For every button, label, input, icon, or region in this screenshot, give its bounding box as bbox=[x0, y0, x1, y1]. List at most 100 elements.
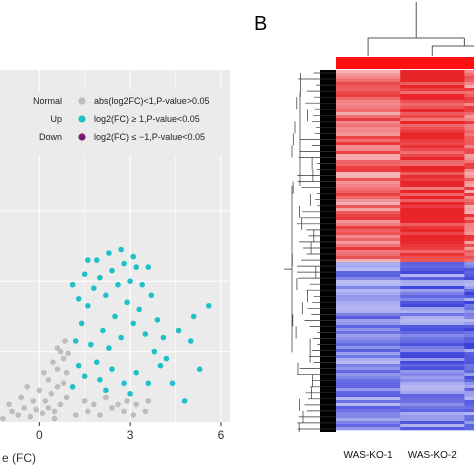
heatmap-cell bbox=[400, 325, 465, 329]
heatmap-cell bbox=[400, 124, 465, 128]
heatmap-cell bbox=[464, 310, 474, 314]
point-up bbox=[142, 331, 149, 337]
heatmap-cell bbox=[464, 247, 474, 251]
heatmap-cell bbox=[400, 139, 465, 143]
heatmap-cell bbox=[336, 115, 401, 119]
point-normal bbox=[45, 405, 52, 411]
heatmap-cell bbox=[336, 274, 401, 278]
heatmap-cell bbox=[400, 130, 465, 134]
heatmap-cell bbox=[400, 310, 465, 314]
legend-background bbox=[0, 90, 230, 156]
heatmap-cell bbox=[336, 223, 401, 227]
heatmap-cell bbox=[400, 400, 465, 404]
legend-label-normal: abs(log2FC)<1,P-value>0.05 bbox=[94, 96, 210, 106]
heatmap-cell bbox=[464, 187, 474, 191]
heatmap-cell bbox=[336, 298, 401, 302]
heatmap-cell bbox=[400, 313, 465, 317]
heatmap-cell bbox=[464, 418, 474, 422]
heatmap-cell bbox=[336, 406, 401, 410]
heatmap-cell bbox=[336, 349, 401, 353]
heatmap-cell bbox=[400, 316, 465, 320]
heatmap-cell bbox=[400, 175, 465, 179]
heatmap-cell bbox=[400, 235, 465, 239]
column-dendrogram-branches bbox=[367, 2, 474, 56]
volcano-points bbox=[0, 246, 212, 422]
heatmap-cell bbox=[336, 418, 401, 422]
heatmap-cell bbox=[336, 205, 401, 209]
heatmap-cell bbox=[464, 340, 474, 344]
heatmap-cell bbox=[336, 283, 401, 287]
heatmap-cell bbox=[336, 238, 401, 242]
heatmap-cell bbox=[464, 103, 474, 107]
heatmap-cell bbox=[336, 217, 401, 221]
heatmap-cell bbox=[336, 391, 401, 395]
heatmap-cell bbox=[400, 232, 465, 236]
heatmap-cell bbox=[464, 226, 474, 230]
heatmap-cell bbox=[400, 427, 465, 431]
heatmap-cell bbox=[400, 301, 465, 305]
heatmap-cell bbox=[336, 259, 401, 263]
heatmap-cell bbox=[336, 121, 401, 125]
heatmap-cell bbox=[464, 124, 474, 128]
heatmap-cell bbox=[400, 100, 465, 104]
point-up bbox=[115, 281, 121, 288]
point-normal bbox=[36, 387, 43, 394]
point-normal bbox=[121, 408, 127, 415]
point-up bbox=[175, 327, 182, 334]
heatmap-cell bbox=[336, 148, 401, 152]
heatmap-cell bbox=[400, 193, 465, 197]
heatmap-cell bbox=[336, 232, 401, 236]
heatmap-cell bbox=[400, 223, 465, 227]
heatmap-cell bbox=[400, 358, 465, 362]
point-normal bbox=[54, 384, 61, 390]
heatmap-cell bbox=[336, 289, 401, 293]
heatmap-cell bbox=[464, 76, 474, 80]
point-normal bbox=[72, 412, 79, 418]
heatmap-cell bbox=[464, 106, 474, 110]
heatmap-cell bbox=[400, 172, 465, 176]
heatmap-cell bbox=[464, 334, 474, 338]
point-normal bbox=[18, 394, 25, 401]
heatmap-cell bbox=[336, 202, 401, 206]
heatmap-cell bbox=[336, 169, 401, 173]
heatmap-cell bbox=[336, 172, 401, 176]
heatmap-cell bbox=[464, 409, 474, 413]
heatmap-cell bbox=[336, 133, 401, 137]
point-up bbox=[69, 281, 76, 288]
heatmap-cell bbox=[400, 190, 465, 194]
heatmap-cell bbox=[464, 370, 474, 374]
point-normal bbox=[109, 405, 115, 411]
heatmap-cell bbox=[464, 121, 474, 125]
heatmap-cell bbox=[464, 169, 474, 173]
heatmap-cell bbox=[400, 226, 465, 230]
heatmap-cell bbox=[464, 229, 474, 233]
point-up bbox=[136, 306, 142, 313]
heatmap-cell bbox=[336, 352, 401, 356]
heatmap-cell bbox=[336, 385, 401, 389]
heatmap-cell bbox=[400, 109, 465, 113]
heatmap-cell bbox=[464, 283, 474, 287]
heatmap-cell bbox=[464, 400, 474, 404]
heatmap-cell bbox=[336, 409, 401, 413]
heatmap-cell bbox=[464, 190, 474, 194]
heatmap-cell bbox=[464, 325, 474, 329]
heatmap-cell bbox=[464, 193, 474, 197]
heatmap-cell bbox=[336, 370, 401, 374]
heatmap-cell bbox=[400, 292, 465, 296]
heatmap-cell bbox=[336, 388, 401, 392]
point-up bbox=[103, 292, 109, 299]
heatmap-cell bbox=[336, 82, 401, 86]
heatmap-cell bbox=[400, 340, 465, 344]
heatmap-cell bbox=[464, 199, 474, 203]
point-up bbox=[130, 253, 136, 260]
heatmap-cell bbox=[400, 283, 465, 287]
point-up bbox=[145, 380, 152, 387]
heatmap-cell bbox=[464, 346, 474, 350]
heatmap-cell bbox=[400, 166, 465, 170]
heatmap-cell bbox=[400, 97, 465, 101]
heatmap-cell bbox=[336, 199, 401, 203]
point-normal bbox=[51, 408, 58, 415]
heatmap-cell bbox=[400, 94, 465, 98]
heatmap-cell bbox=[400, 382, 465, 386]
